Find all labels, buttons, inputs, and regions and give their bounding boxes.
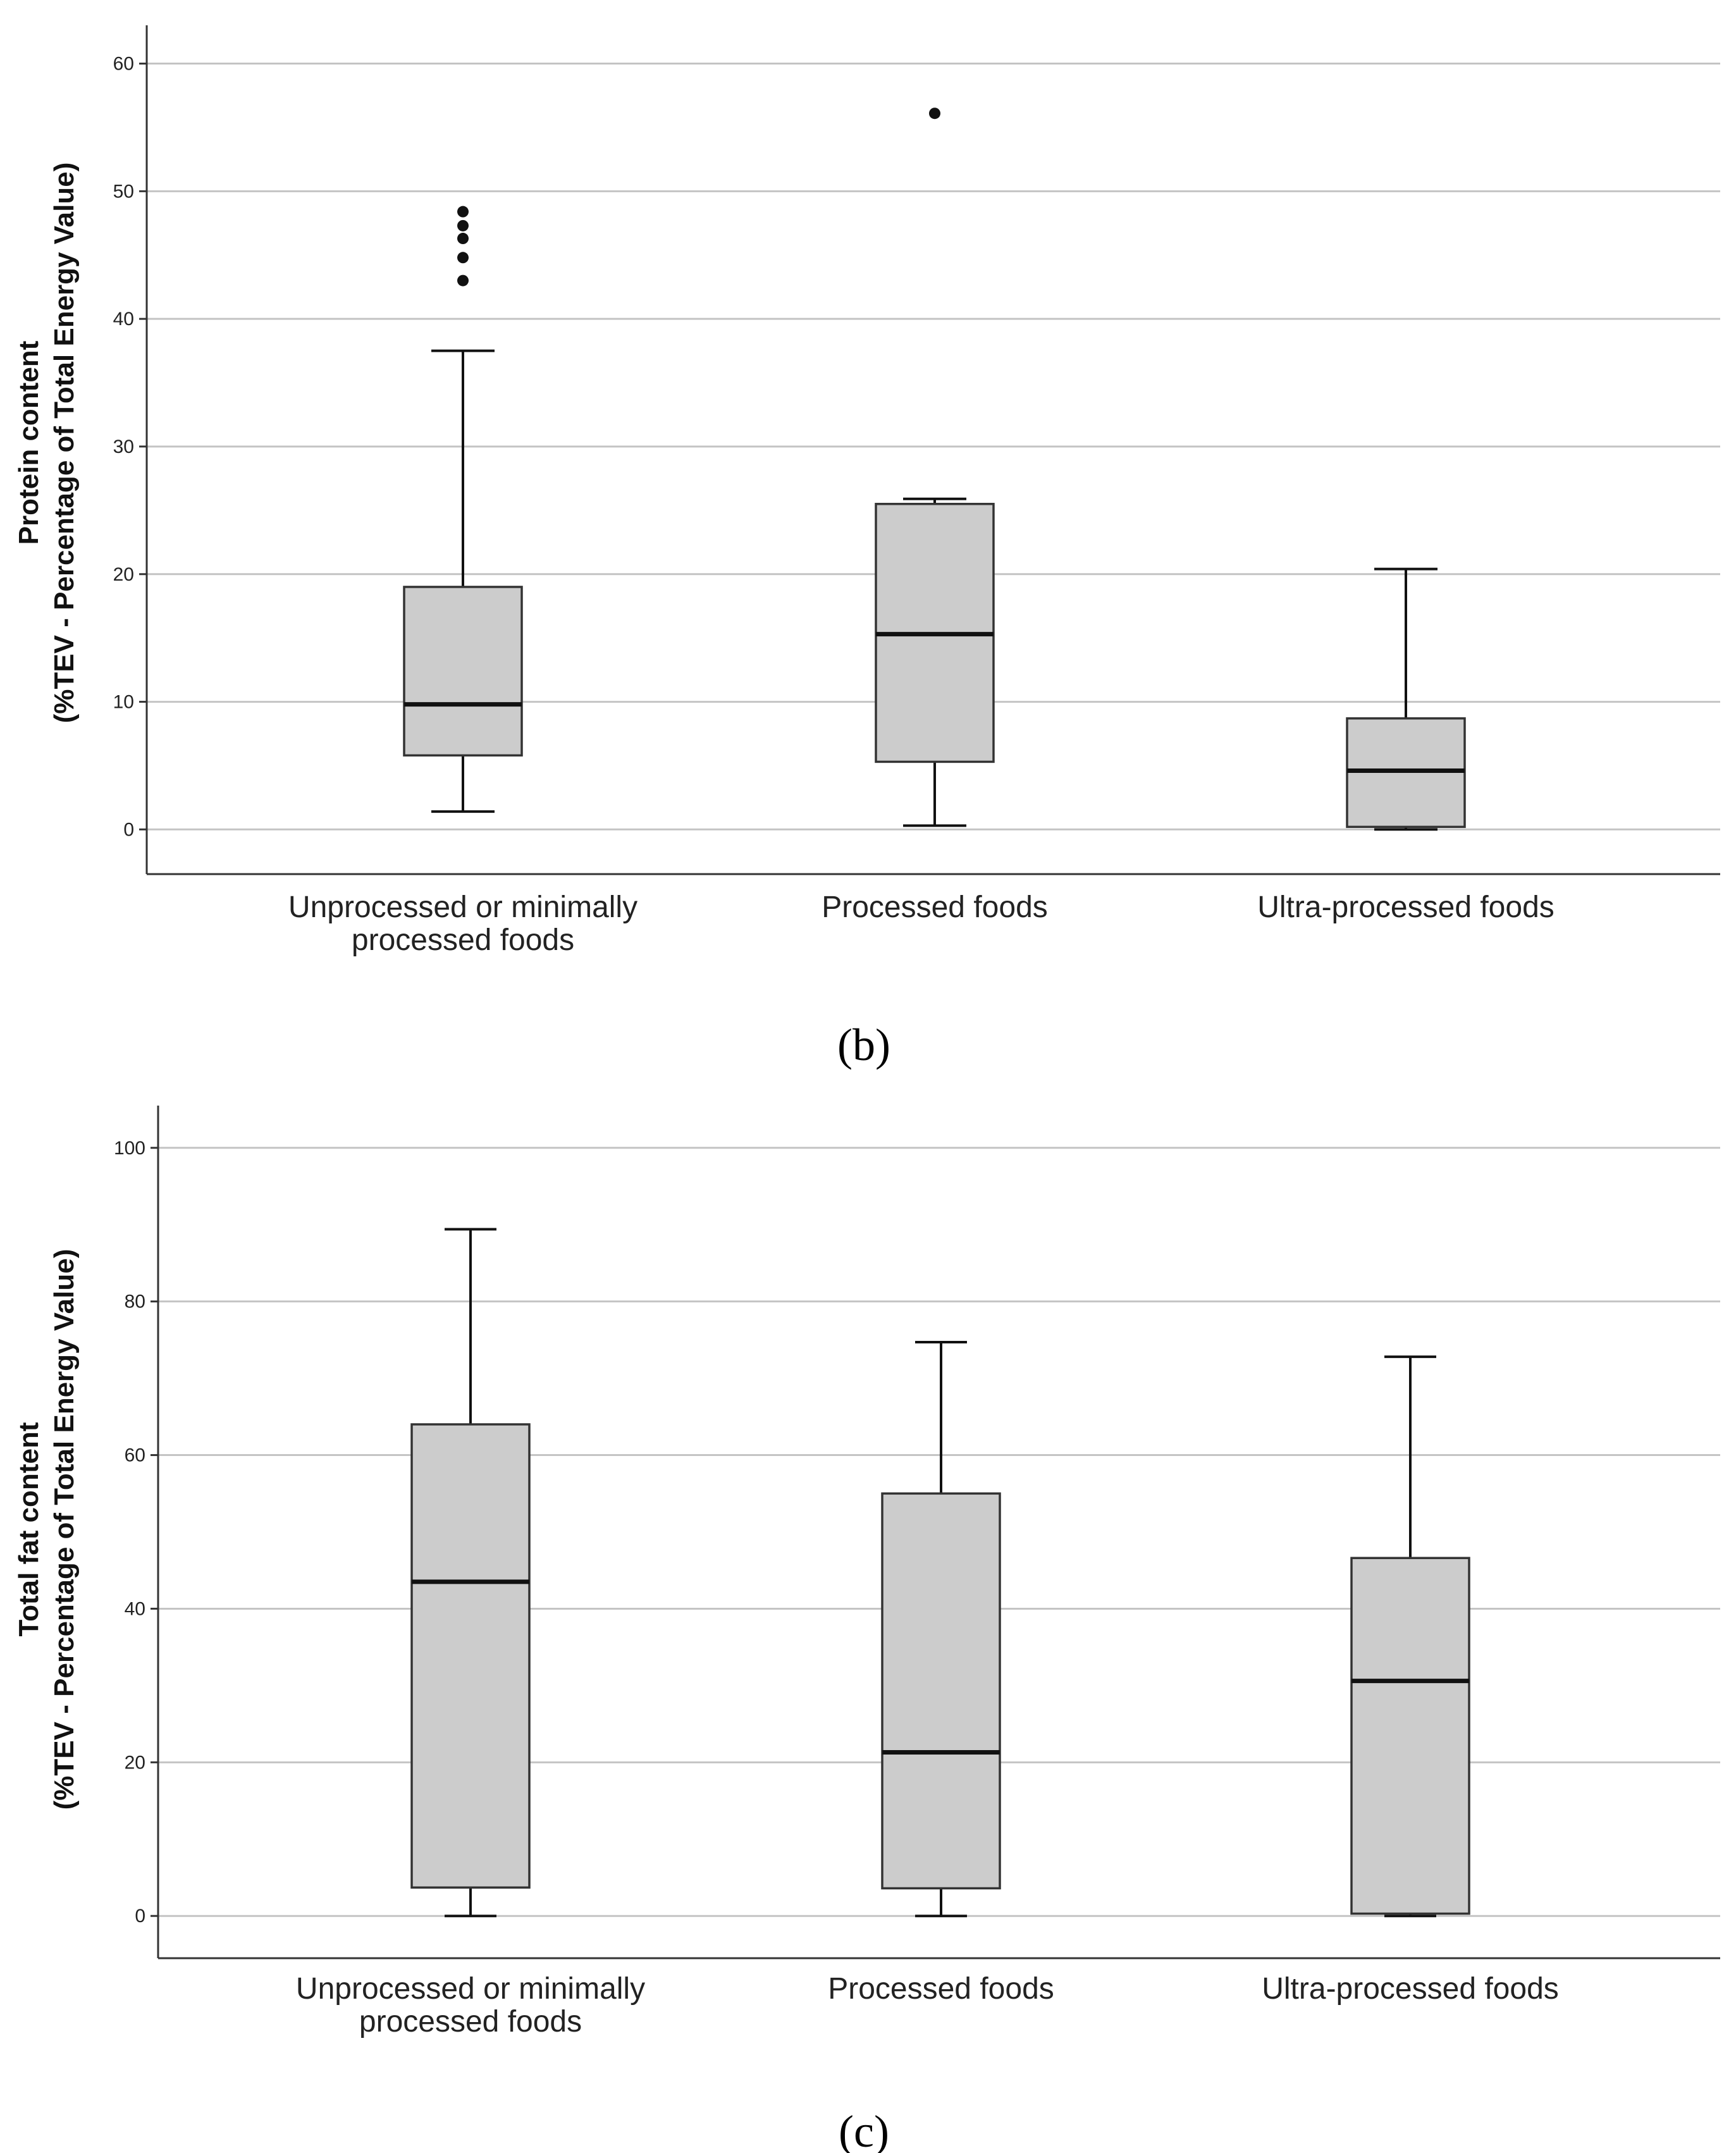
y-axis-label-line1: Protein content: [13, 340, 44, 545]
y-tick-label: 0: [123, 819, 134, 840]
x-category-label: Processed foods: [828, 1972, 1054, 2006]
outlier-point: [929, 108, 940, 120]
y-tick-label: 30: [113, 436, 134, 457]
outlier-point: [457, 206, 469, 218]
protein-boxplot-chart: 0 10 20 30 40 50 60 Protein content (%TEV - Pe…: [13, 25, 1720, 1070]
x-category-label: Unprocessed or minimally: [296, 1972, 645, 2006]
y-tick-label: 60: [125, 1445, 145, 1466]
y-tick-label: 0: [135, 1906, 145, 1927]
x-category-label: processed foods: [352, 923, 574, 957]
outlier-point: [457, 219, 469, 231]
y-tick-label: 10: [113, 692, 134, 713]
iqr-box: [410, 1423, 531, 1889]
iqr-box: [403, 586, 523, 757]
panel-label-b: (b): [837, 1020, 890, 1070]
outlier-point: [457, 252, 469, 264]
y-tick-label: 20: [125, 1752, 145, 1773]
fat-boxplot-chart: 0 20 40 60 80 100 Total fat content (%TEV - P…: [13, 1106, 1720, 2153]
x-category-label: Ultra-processed foods: [1262, 1972, 1559, 2006]
y-tick-label: 40: [113, 309, 134, 330]
y-axis-label-line1: Total fat content: [13, 1422, 44, 1636]
iqr-box: [881, 1492, 1001, 1890]
iqr-box: [1350, 1557, 1470, 1915]
y-tick-label: 100: [114, 1138, 145, 1159]
panel-label-c: (c): [839, 2106, 889, 2153]
y-tick-label: 40: [125, 1598, 145, 1619]
y-axis-label-line2: (%TEV - Percentage of Total Energy Value…: [49, 1249, 80, 1810]
x-category-label: Unprocessed or minimally: [288, 891, 637, 924]
y-tick-label: 50: [113, 181, 134, 202]
y-axis-label-line2: (%TEV - Percentage of Total Energy Value…: [49, 163, 80, 724]
outlier-point: [457, 275, 469, 287]
y-tick-label: 20: [113, 564, 134, 585]
x-category-label: Processed foods: [822, 891, 1048, 924]
x-category-label: Ultra-processed foods: [1257, 891, 1554, 924]
y-tick-label: 60: [113, 54, 134, 75]
outlier-point: [457, 233, 469, 245]
x-category-label: processed foods: [359, 2005, 582, 2039]
y-tick-label: 80: [125, 1292, 145, 1312]
